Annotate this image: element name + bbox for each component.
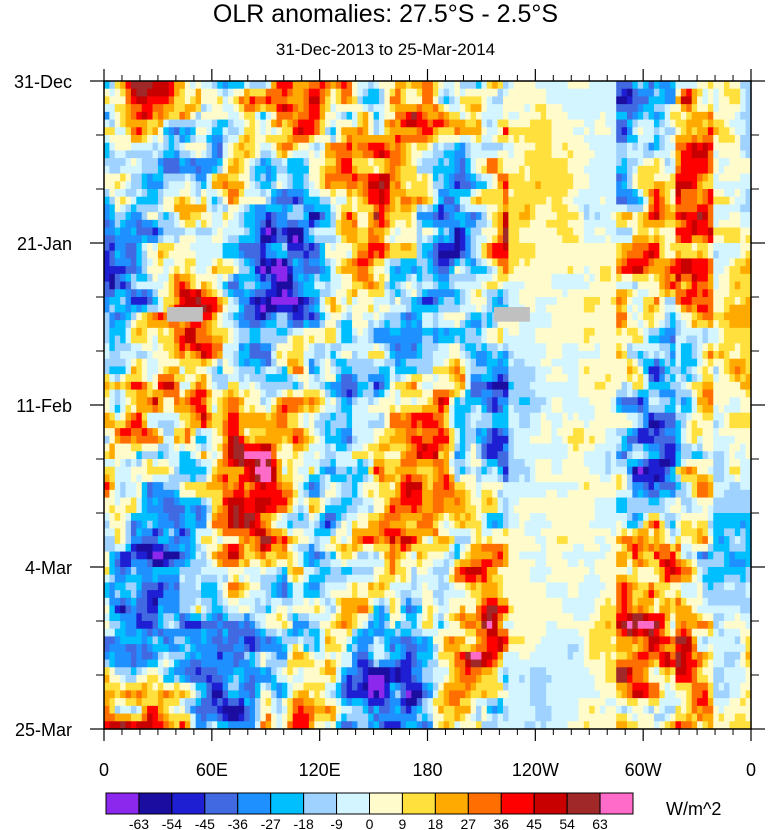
x-tick-label: 120W xyxy=(512,760,559,780)
colorbar-label: 27 xyxy=(461,816,477,830)
colorbar-swatch xyxy=(533,792,568,815)
x-tick-label: 0 xyxy=(746,760,756,780)
y-tick-label: 11-Feb xyxy=(16,396,72,416)
colorbar-swatch xyxy=(500,792,535,815)
colorbar-swatch xyxy=(204,792,239,815)
colorbar-label: -45 xyxy=(195,816,215,830)
colorbar-label: -9 xyxy=(330,816,343,830)
heatmap-field xyxy=(104,81,752,730)
colorbar-label: 63 xyxy=(592,816,608,830)
colorbar-swatch xyxy=(599,792,634,815)
colorbar-label: 36 xyxy=(493,816,509,830)
colorbar-label: 0 xyxy=(366,816,374,830)
colorbar-swatch xyxy=(369,792,403,815)
colorbar-swatch xyxy=(434,792,469,815)
colorbar-units: W/m^2 xyxy=(666,799,721,819)
y-tick-label: 21-Jan xyxy=(17,234,72,254)
x-tick-label: 180 xyxy=(412,760,442,780)
x-tick-label: 60W xyxy=(625,760,662,780)
colorbar-swatch xyxy=(171,792,206,815)
y-tick-label: 25-Mar xyxy=(15,720,72,740)
x-tick-label: 120E xyxy=(299,760,341,780)
colorbar-swatch xyxy=(270,792,305,815)
colorbar-label: -63 xyxy=(129,816,149,830)
colorbar-swatch xyxy=(303,792,338,815)
colorbar-label: 9 xyxy=(399,816,407,830)
colorbar-label: 54 xyxy=(559,816,575,830)
colorbar-label: 45 xyxy=(526,816,542,830)
colorbar-label: -36 xyxy=(228,816,248,830)
colorbar-swatch xyxy=(401,792,436,815)
chart-title: OLR anomalies: 27.5°S - 2.5°S xyxy=(212,0,559,28)
colorbar-swatch xyxy=(138,792,173,815)
x-tick-label: 0 xyxy=(99,760,109,780)
colorbar-label: -27 xyxy=(261,816,281,830)
colorbar-label: -18 xyxy=(294,816,314,830)
y-tick-label: 31-Dec xyxy=(14,72,72,92)
colorbar-label: 18 xyxy=(428,816,444,830)
missing-data-patch xyxy=(493,307,530,322)
y-tick-label: 4-Mar xyxy=(25,558,72,578)
colorbar-swatch xyxy=(237,792,272,815)
colorbar-swatch xyxy=(467,792,502,815)
colorbar-label: -54 xyxy=(162,816,182,830)
colorbar-swatch xyxy=(336,792,370,815)
colorbar-swatch xyxy=(566,792,601,815)
missing-data-patch xyxy=(166,307,203,322)
x-tick-label: 60E xyxy=(196,760,228,780)
chart-subtitle: 31-Dec-2013 to 25-Mar-2014 xyxy=(275,40,496,59)
colorbar-swatch xyxy=(105,792,140,815)
